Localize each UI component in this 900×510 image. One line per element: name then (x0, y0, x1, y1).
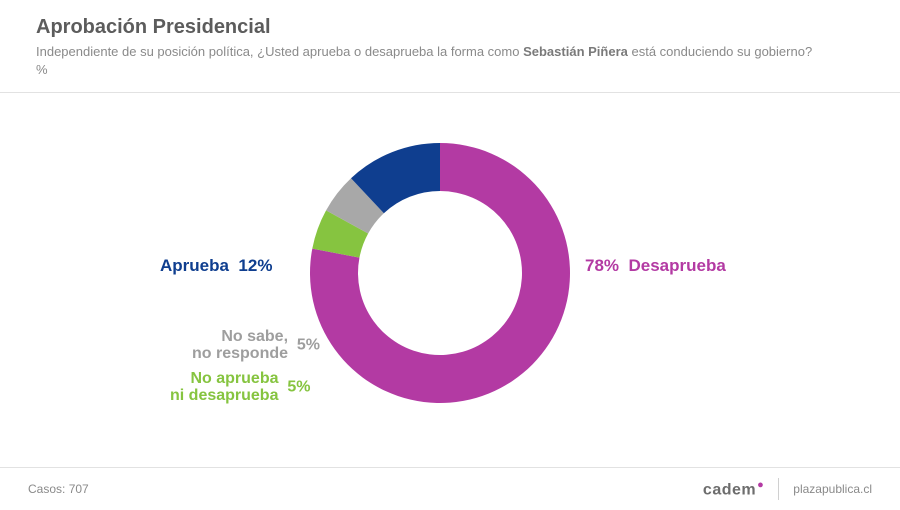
subtitle-bold: Sebastián Piñera (523, 44, 628, 59)
casos: Casos: 707 (28, 482, 89, 496)
annot-desaprueba: 78% Desaprueba (585, 256, 726, 276)
footer-right: cadem● plazapublica.cl (703, 478, 872, 500)
annot-no_ap_ni_des: No apruebani desaprueba 5% (170, 370, 311, 405)
brand-logo: cadem● (703, 479, 764, 499)
brand-text: cadem (703, 481, 756, 498)
vertical-separator (778, 478, 779, 500)
brand-dot-icon: ● (757, 479, 764, 491)
header: Aprobación Presidencial Independiente de… (0, 0, 900, 88)
casos-value: 707 (69, 482, 89, 496)
subtitle-pre: Independiente de su posición política, ¿… (36, 44, 523, 59)
footer: Casos: 707 cadem● plazapublica.cl (0, 467, 900, 510)
annot-ns_nr: No sabe,no responde 5% (192, 328, 320, 363)
annot-aprueba: Aprueba 12% (160, 256, 272, 276)
donut-svg (0, 88, 900, 458)
slide: Aprobación Presidencial Independiente de… (0, 0, 900, 510)
page-title: Aprobación Presidencial (36, 16, 864, 39)
subtitle: Independiente de su posición política, ¿… (36, 43, 816, 78)
casos-label: Casos: (28, 482, 65, 496)
donut-chart: 78% Desaprueba Aprueba 12% No sabe,no resp… (0, 88, 900, 460)
site-link: plazapublica.cl (793, 482, 872, 496)
